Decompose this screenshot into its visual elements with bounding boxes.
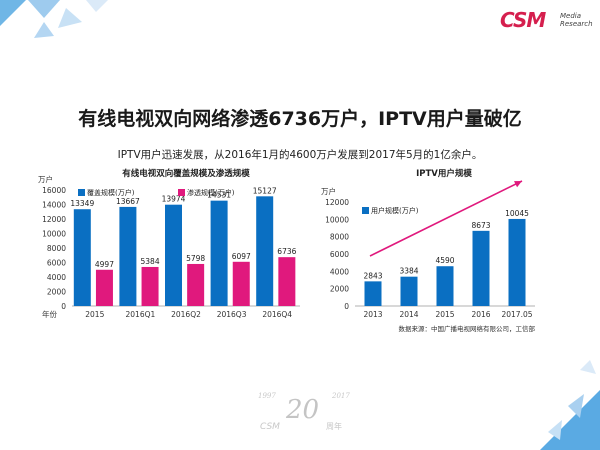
corner-decoration-icon [0, 0, 108, 38]
bar-覆盖规模(万户) [165, 204, 182, 306]
data-label: 3384 [399, 267, 418, 276]
legend-swatch [78, 189, 85, 196]
y-tick-label: 6000 [47, 259, 66, 268]
page-title: 有线电视双向网络渗透6736万户，IPTV用户量破亿 [78, 108, 522, 130]
y-tick-label: 12000 [325, 198, 349, 207]
logo-sub: Media Research [560, 12, 593, 28]
legend-entry: 渗透规模(万户) [187, 188, 235, 197]
y-tick-label: 12000 [42, 215, 66, 224]
bar-覆盖规模(万户) [256, 196, 274, 306]
y-tick-label: 2000 [47, 288, 66, 297]
legend-swatch [178, 189, 185, 196]
data-label: 4997 [95, 260, 114, 269]
x-tick-label: 2016Q4 [262, 310, 292, 319]
x-tick-label: 2014 [399, 310, 418, 319]
anniversary-watermark: 1997 2017 20 CSM 周年 [258, 392, 350, 432]
chart-title: IPTV用户规模 [416, 168, 472, 179]
arrow-head-icon [514, 181, 522, 188]
y-tick-label: 0 [61, 302, 66, 311]
y-tick-label: 4000 [47, 273, 66, 282]
y-tick-label: 16000 [42, 186, 66, 195]
bar-覆盖规模(万户) [73, 209, 91, 306]
bar-渗透规模(万户) [141, 266, 159, 306]
data-label: 14531 [207, 191, 231, 200]
legend-entry: 覆盖规模(万户) [87, 188, 135, 197]
bar-渗透规模(万户) [278, 257, 296, 306]
data-label: 13349 [70, 199, 94, 208]
x-axis-label: 年份 [42, 309, 57, 319]
y-tick-label: 8000 [47, 244, 66, 253]
data-label: 2843 [363, 271, 382, 280]
data-label: 10045 [505, 209, 529, 218]
footer-year-left: 1997 [258, 392, 276, 400]
bar-用户规模(万户) [400, 276, 418, 306]
data-label: 6097 [232, 252, 251, 261]
y-tick-label: 8000 [330, 233, 349, 242]
chart-title: 有线电视双向覆盖规模及渗透规模 [122, 168, 250, 179]
footer-anniv: 周年 [326, 421, 342, 431]
page-subtitle: IPTV用户迅速发展，从2016年1月的4600万户发展到2017年5月的1亿余… [117, 149, 483, 161]
data-label: 5798 [186, 254, 205, 263]
bar-用户规模(万户) [508, 218, 526, 306]
bar-用户规模(万户) [364, 281, 382, 306]
legend-entry: 用户规模(万户) [371, 206, 419, 215]
bar-用户规模(万户) [436, 266, 454, 306]
y-axis-label: 万户 [321, 186, 336, 196]
data-label: 5384 [141, 257, 160, 266]
brand-logo: CSM Media Research [500, 8, 595, 36]
data-label: 15127 [253, 186, 277, 195]
trend-arrow-line [369, 180, 523, 257]
source-note: 数据来源：中国广播电视网络有限公司，工信部 [399, 324, 536, 333]
x-tick-label: 2016 [471, 310, 490, 319]
y-tick-label: 14000 [42, 201, 66, 210]
x-tick-label: 2013 [363, 310, 382, 319]
x-tick-label: 2015 [85, 310, 104, 319]
data-label: 4590 [435, 256, 454, 265]
bar-用户规模(万户) [472, 230, 490, 306]
x-tick-label: 2016Q2 [171, 310, 201, 319]
data-label: 6736 [277, 247, 296, 256]
y-tick-label: 4000 [330, 267, 349, 276]
y-axis-label: 万户 [38, 174, 53, 184]
y-tick-label: 10000 [42, 230, 66, 239]
bar-覆盖规模(万户) [210, 200, 228, 306]
legend-swatch [362, 207, 369, 214]
bar-覆盖规模(万户) [119, 206, 137, 306]
x-tick-label: 2015 [435, 310, 454, 319]
x-tick-label: 2016Q1 [126, 310, 156, 319]
x-tick-label: 2016Q3 [217, 310, 247, 319]
y-tick-label: 2000 [330, 285, 349, 294]
y-tick-label: 0 [344, 302, 349, 311]
footer-brand: CSM [260, 422, 280, 432]
footer-year-right: 2017 [331, 392, 350, 400]
logo-main: CSM [500, 8, 546, 32]
data-label: 8673 [471, 221, 490, 230]
data-label: 13667 [116, 197, 140, 206]
bar-渗透规模(万户) [187, 263, 205, 306]
y-tick-label: 10000 [325, 215, 349, 224]
corner-decoration-icon [540, 360, 600, 450]
bar-渗透规模(万户) [232, 261, 250, 306]
data-label: 13974 [162, 195, 186, 204]
y-tick-label: 6000 [330, 250, 349, 259]
x-tick-label: 2017.05 [501, 310, 532, 319]
footer-number: 20 [285, 395, 319, 425]
bar-渗透规模(万户) [95, 269, 113, 306]
